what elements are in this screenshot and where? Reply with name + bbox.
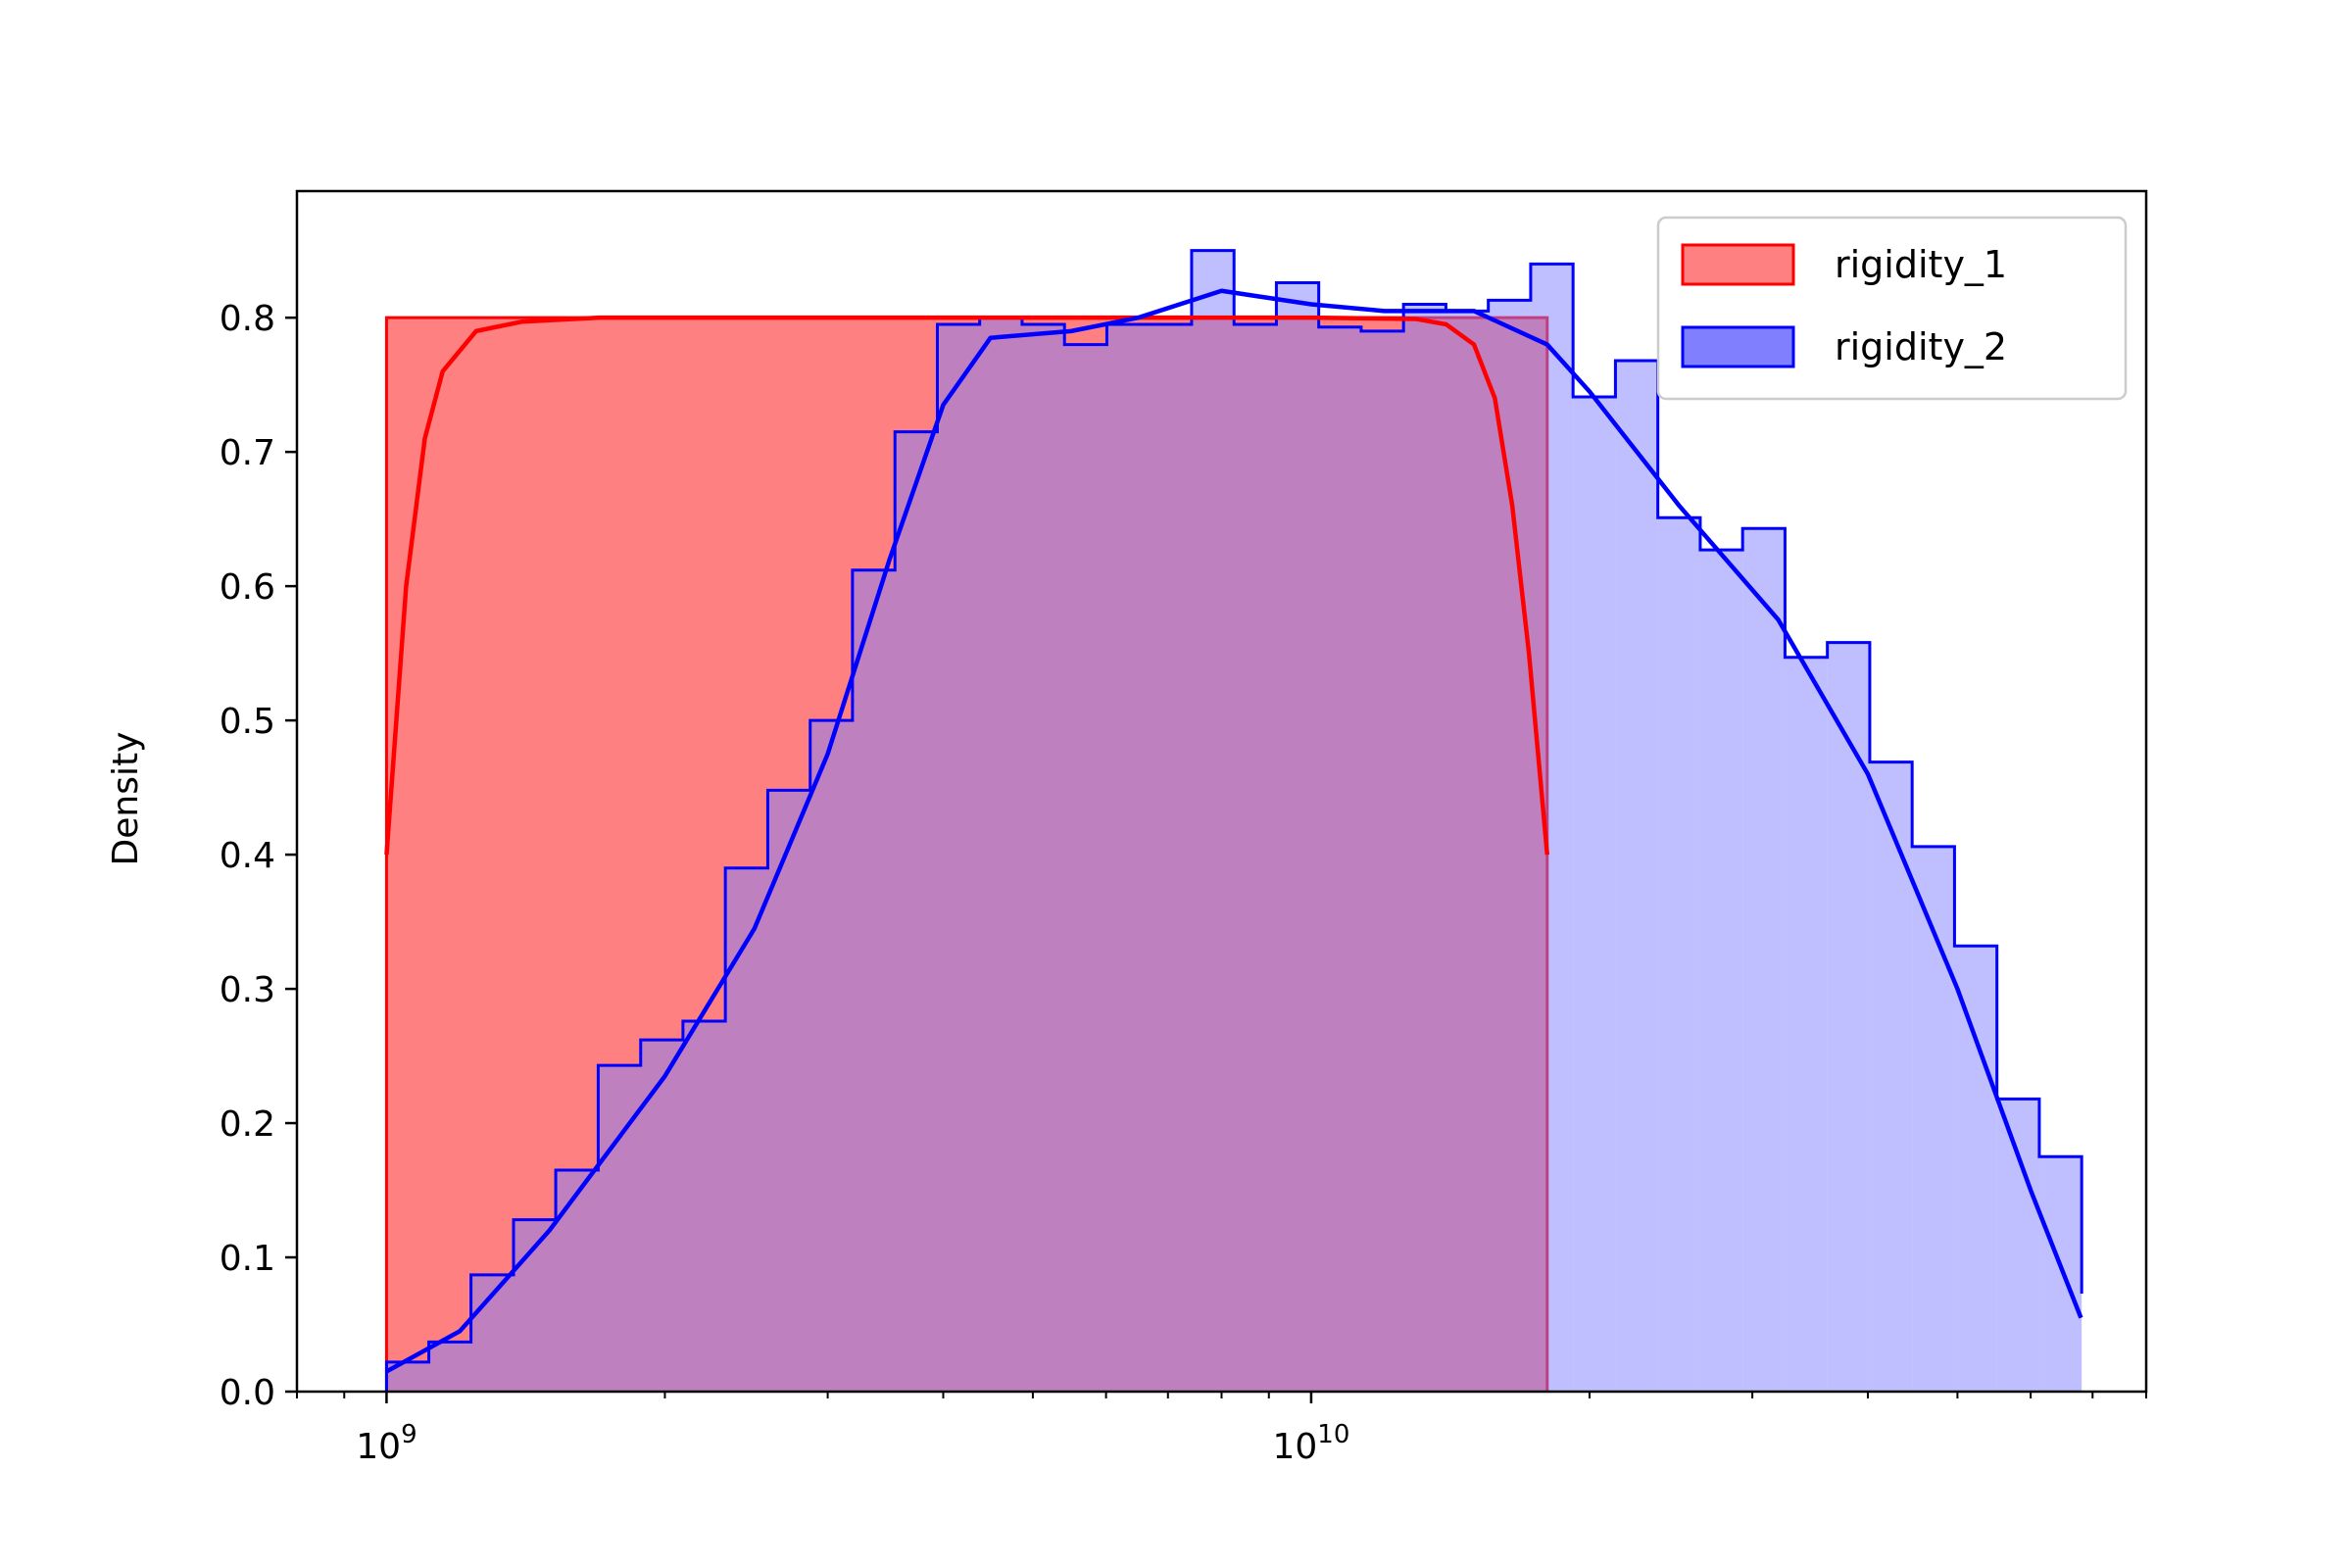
x-tick-label: 1010 bbox=[1272, 1420, 1349, 1467]
rigidity_2-bar bbox=[640, 1040, 683, 1392]
rigidity_2-bars bbox=[384, 249, 2083, 1393]
legend-swatch-rigidity_1 bbox=[1681, 243, 1795, 286]
rigidity_2-kde-line bbox=[385, 288, 2083, 1374]
rigidity_2-bar bbox=[1615, 361, 1658, 1392]
rigidity_2-bar bbox=[1530, 264, 1574, 1392]
rigidity_2-bar bbox=[1573, 396, 1616, 1392]
y-tick-label: 0.3 bbox=[220, 970, 275, 1010]
rigidity_2-bar bbox=[767, 790, 810, 1392]
rigidity_2-bar bbox=[1657, 517, 1700, 1392]
legend: rigidity_1 rigidity_2 bbox=[1656, 216, 2128, 401]
rigidity_2-bar bbox=[2038, 1156, 2082, 1392]
rigidity_2-bar bbox=[1064, 344, 1107, 1392]
legend-swatch-rigidity_2 bbox=[1681, 325, 1795, 368]
plot-area bbox=[384, 249, 2083, 1393]
y-tick-label: 0.5 bbox=[220, 702, 275, 742]
rigidity_2-bar bbox=[1446, 311, 1489, 1393]
y-tick-label: 0.7 bbox=[220, 433, 275, 473]
rigidity_2-bar bbox=[1785, 657, 1828, 1392]
rigidity_2-bar bbox=[979, 318, 1022, 1392]
rigidity_2-bar bbox=[1106, 324, 1150, 1393]
y-tick-label: 0.1 bbox=[220, 1239, 275, 1279]
rigidity_2-bar bbox=[556, 1169, 599, 1392]
axes: 0.0 0.1 0.2 0.3 0.4 0.5 0.6 0.7 0.8 109 1010 bbox=[220, 189, 2148, 1467]
rigidity_2-bar bbox=[428, 1342, 471, 1392]
rigidity_2-bar bbox=[1276, 282, 1319, 1393]
y-tick-label: 0.6 bbox=[220, 567, 275, 608]
rigidity_1-kde-line bbox=[384, 315, 1550, 856]
rigidity_2-bar bbox=[1191, 250, 1235, 1393]
rigidity_2-bar bbox=[1234, 324, 1277, 1393]
y-tick-label: 0.4 bbox=[220, 836, 275, 876]
y-tick-label: 0.0 bbox=[220, 1373, 275, 1413]
rigidity_2-bar bbox=[1360, 330, 1404, 1393]
y-tick-label: 0.2 bbox=[220, 1104, 275, 1145]
rigidity_2-bar bbox=[1996, 1099, 2039, 1392]
rigidity_2-bar bbox=[1021, 324, 1065, 1393]
rigidity_2-bar bbox=[1318, 326, 1361, 1392]
rigidity_2-bar bbox=[1954, 946, 1997, 1392]
rigidity_2-bar bbox=[1488, 300, 1531, 1392]
rigidity_2-bar bbox=[1403, 304, 1446, 1392]
rigidity_2-step-outline bbox=[384, 249, 2083, 1392]
rigidity_2-bar bbox=[1149, 324, 1192, 1393]
rigidity_2-bar bbox=[1827, 642, 1870, 1392]
rigidity_2-bar bbox=[937, 324, 980, 1393]
x-tick-label: 109 bbox=[356, 1420, 416, 1467]
rigidity_2-bar bbox=[682, 1020, 726, 1392]
legend-label-rigidity_1: rigidity_1 bbox=[1835, 243, 2007, 286]
rigidity_2-bar bbox=[1699, 550, 1743, 1392]
rigidity_2-bar bbox=[1869, 761, 1913, 1392]
rigidity_2-bar bbox=[852, 569, 896, 1392]
y-axis-label: Density bbox=[106, 732, 146, 866]
rigidity_2-bar bbox=[1742, 528, 1786, 1392]
rigidity_2-bar bbox=[809, 720, 853, 1392]
y-tick-label: 0.8 bbox=[220, 299, 275, 339]
rigidity_2-bar bbox=[1912, 846, 1955, 1392]
legend-label-rigidity_2: rigidity_2 bbox=[1835, 325, 2007, 368]
rigidity_2-bar bbox=[895, 431, 938, 1393]
rigidity_2-bar bbox=[725, 867, 768, 1392]
